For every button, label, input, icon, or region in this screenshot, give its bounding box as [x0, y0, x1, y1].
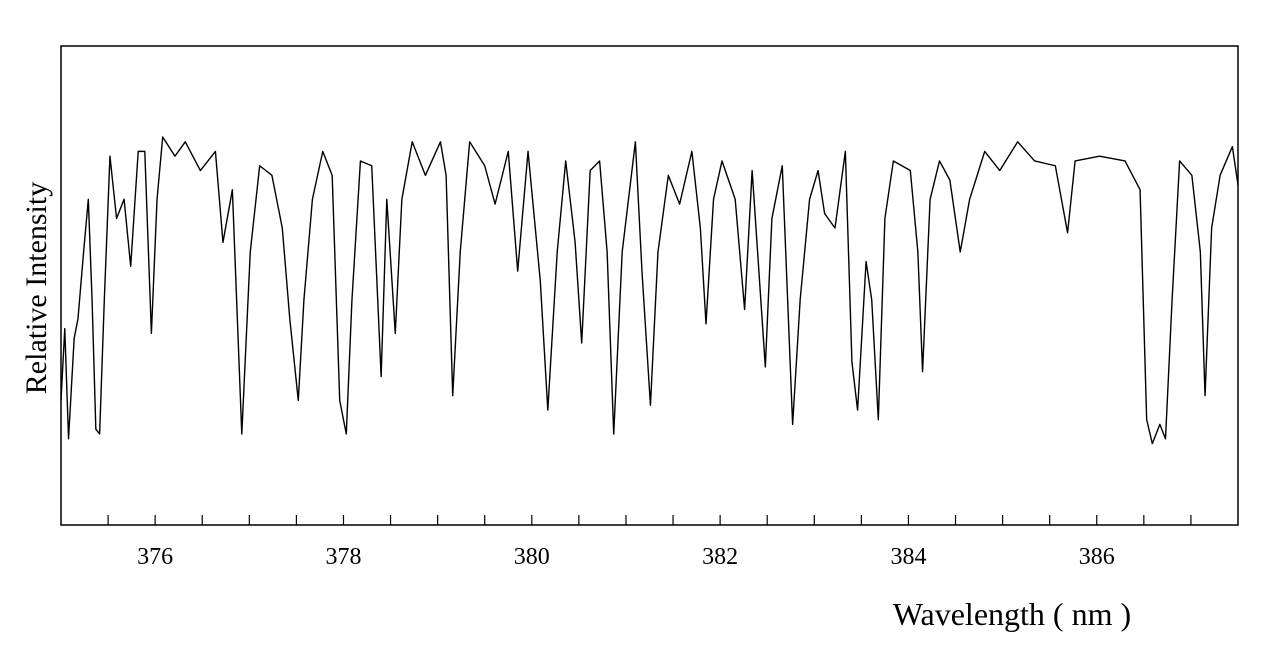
x-tick-label: 380: [514, 544, 550, 570]
spectrum-line: [60, 136, 1239, 445]
x-tick-label: 384: [890, 544, 926, 570]
plot-frame: [60, 45, 1239, 526]
x-tick-label: 382: [702, 544, 738, 570]
y-axis-label: Relative Intensity: [20, 182, 53, 394]
x-axis-label: Wavelength ( nm ): [893, 596, 1131, 632]
x-tick-label: 376: [137, 544, 173, 570]
x-tick-label: 386: [1079, 544, 1115, 570]
x-tick-label: 378: [325, 544, 361, 570]
